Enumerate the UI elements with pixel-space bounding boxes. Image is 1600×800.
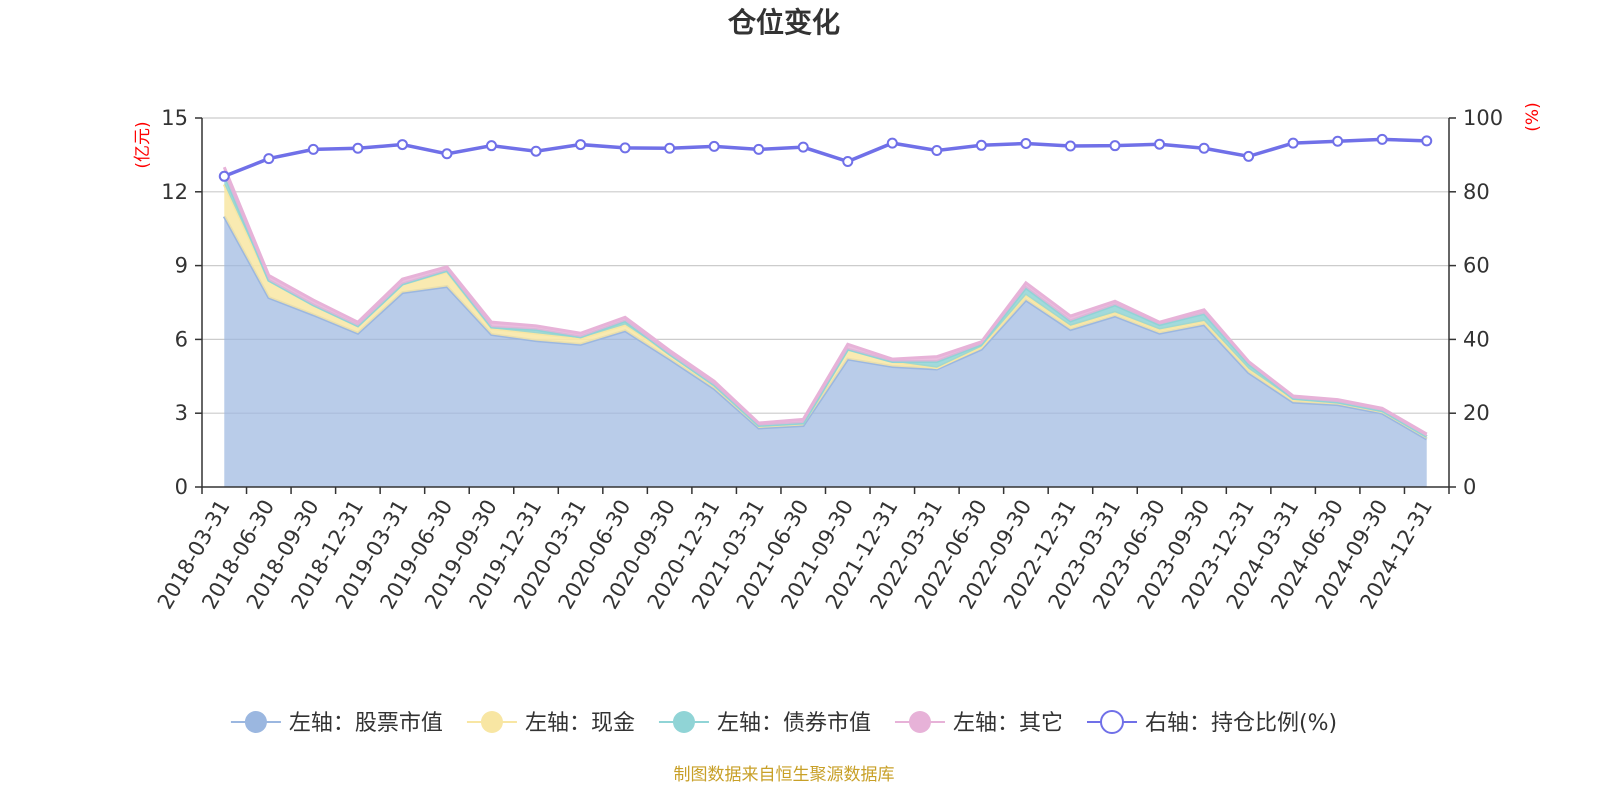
ratio-point: [530, 145, 542, 157]
right-tick-label: 40: [1463, 327, 1490, 351]
legend-item[interactable]: 左轴：其它: [894, 711, 1063, 736]
ratio-point: [1243, 150, 1255, 162]
ratio-point: [886, 137, 898, 149]
right-tick-label: 20: [1463, 401, 1490, 425]
left-tick-label: 3: [175, 401, 188, 425]
ratio-point: [1421, 135, 1433, 147]
ratio-point: [1064, 140, 1076, 152]
ratio-point: [619, 142, 631, 154]
legend-label: 左轴：其它: [953, 711, 1063, 736]
ratio-point: [1109, 140, 1121, 152]
ratio-point: [797, 141, 809, 153]
stacked-areas: [222, 166, 1428, 487]
left-tick-label: 15: [161, 106, 188, 130]
ratio-point: [263, 153, 275, 165]
ratio-point: [931, 144, 943, 156]
legend-label: 左轴：现金: [525, 711, 635, 736]
chart-title: 仓位变化: [728, 6, 840, 39]
ratio-point: [708, 140, 720, 152]
ratio-point: [218, 170, 230, 182]
legend-swatch-marker: [908, 711, 931, 733]
left-tick-label: 0: [175, 475, 188, 499]
ratio-point: [1198, 142, 1210, 154]
ratio-line-path: [223, 137, 1427, 178]
left-tick-label: 9: [175, 254, 188, 278]
ratio-point: [575, 139, 587, 151]
ratio-point: [352, 142, 364, 154]
ratio-point: [753, 143, 765, 155]
right-axis-unit: (%): [1523, 102, 1543, 131]
legend-label: 右轴：持仓比例(%): [1145, 711, 1337, 736]
ratio-point: [842, 156, 854, 168]
area-edge-series-4: [222, 166, 1428, 436]
ratio-point: [441, 148, 453, 160]
legend-item[interactable]: 左轴：债券市值: [658, 711, 871, 736]
ratio-point: [396, 139, 408, 151]
legend-swatch-marker: [244, 711, 267, 733]
right-tick-label: 60: [1463, 254, 1490, 278]
area-series-1: [224, 216, 1427, 487]
legend-item[interactable]: 左轴：现金: [466, 711, 635, 736]
legend-swatch-marker: [672, 711, 695, 733]
legend-item[interactable]: 左轴：股票市值: [230, 711, 443, 736]
left-axis-unit: (亿元): [133, 121, 153, 168]
right-tick-label: 80: [1463, 180, 1490, 204]
ratio-point: [1287, 137, 1299, 149]
data-source-note: 制图数据来自恒生聚源数据库: [674, 765, 895, 785]
ratio-point: [975, 139, 987, 151]
ratio-point: [664, 142, 676, 154]
ratio-point: [1332, 135, 1344, 147]
legend-item[interactable]: 右轴：持仓比例(%): [1086, 710, 1337, 736]
ratio-point: [485, 140, 497, 152]
left-tick-label: 12: [161, 180, 188, 204]
right-tick-label: 100: [1463, 106, 1503, 130]
ratio-point: [1376, 133, 1388, 145]
ratio-point: [1154, 138, 1166, 150]
legend[interactable]: 左轴：股票市值 左轴：现金 左轴：债券市值 左轴：其它 右轴：持仓比例(%): [230, 710, 1337, 736]
left-tick-label: 6: [175, 327, 188, 351]
legend-swatch-marker: [1099, 710, 1124, 734]
legend-label: 左轴：股票市值: [289, 711, 443, 736]
legend-swatch-marker: [480, 711, 503, 733]
right-tick-label: 0: [1463, 475, 1476, 499]
legend-label: 左轴：债券市值: [717, 711, 871, 736]
ratio-point: [1020, 137, 1032, 149]
ratio-line: [218, 133, 1433, 182]
ratio-point: [307, 143, 319, 155]
